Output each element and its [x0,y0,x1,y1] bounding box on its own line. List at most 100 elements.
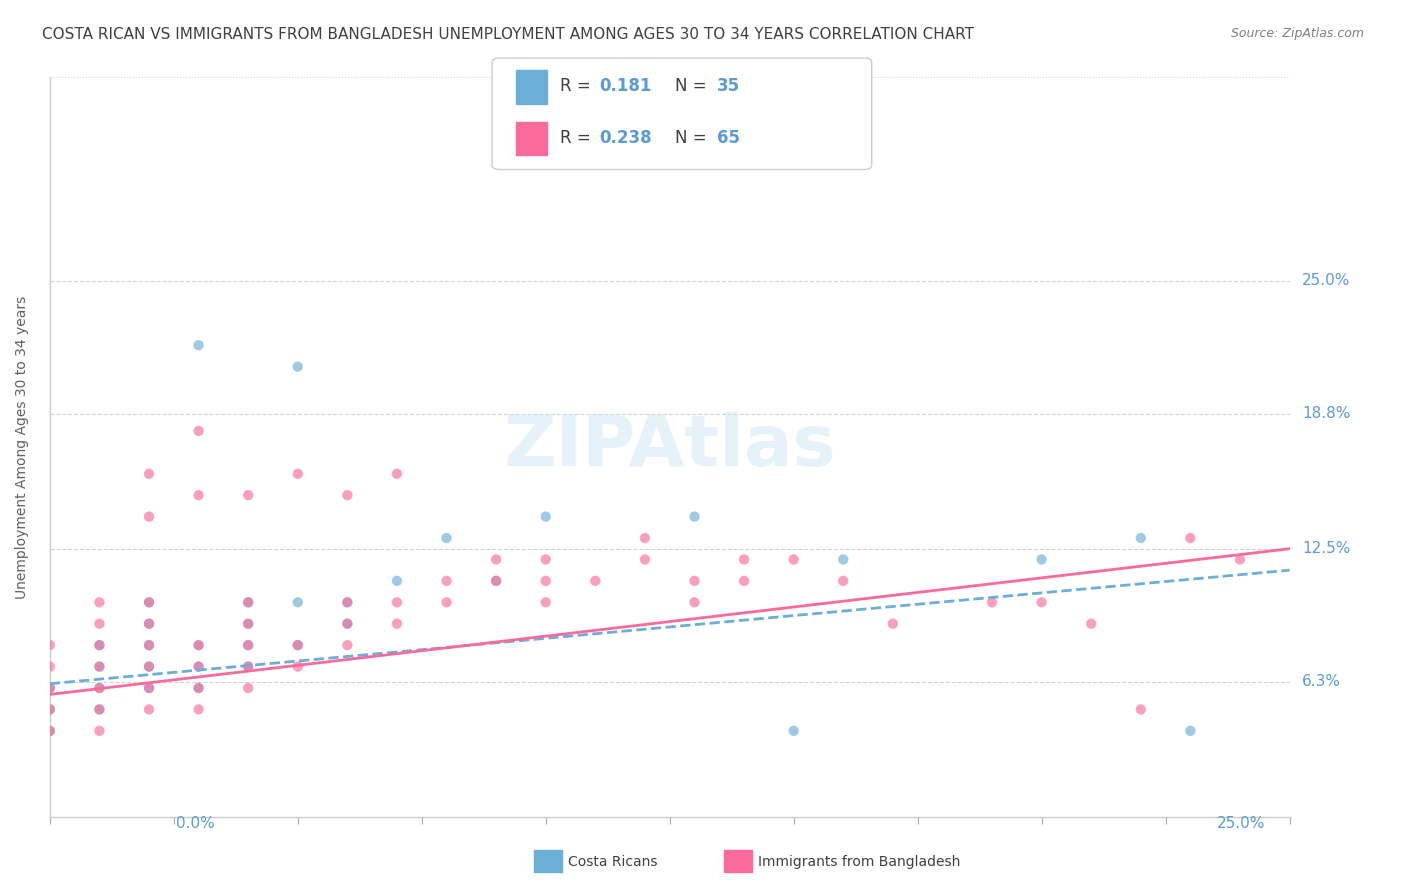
Point [1080,616,1102,631]
Point [336,616,359,631]
Point [436,531,458,545]
Point [38,702,60,716]
Point [138,659,160,673]
Point [187,488,209,502]
Point [733,552,755,566]
Point [385,574,408,588]
Point [1129,702,1152,716]
Point [534,552,557,566]
Point [138,681,160,695]
Text: 65: 65 [717,128,740,146]
Point [287,595,309,609]
Point [238,616,260,631]
Point [485,552,508,566]
Text: 18.8%: 18.8% [1302,406,1350,421]
Point [534,595,557,609]
Point [634,552,657,566]
Point [89,723,111,738]
Point [138,616,160,631]
Point [187,681,209,695]
Point [238,638,260,652]
Point [287,359,309,374]
Point [89,638,111,652]
Point [138,616,160,631]
Text: 0.238: 0.238 [599,128,651,146]
Point [138,595,160,609]
Point [534,509,557,524]
Point [187,638,209,652]
Point [138,638,160,652]
Point [634,531,657,545]
Text: R =: R = [560,128,596,146]
Point [238,659,260,673]
Point [583,574,606,588]
Point [1180,723,1202,738]
Point [336,616,359,631]
Text: 6.3%: 6.3% [1302,674,1341,690]
Point [385,595,408,609]
Point [238,595,260,609]
Point [187,338,209,352]
Point [238,638,260,652]
Point [882,616,904,631]
Point [238,595,260,609]
Point [385,616,408,631]
Point [89,681,111,695]
Point [683,595,706,609]
Point [89,659,111,673]
Point [89,595,111,609]
Text: 12.5%: 12.5% [1302,541,1350,557]
Point [385,467,408,481]
Text: Immigrants from Bangladesh: Immigrants from Bangladesh [758,855,960,869]
Point [187,659,209,673]
Text: 35: 35 [717,78,740,95]
Point [38,681,60,695]
Point [1180,531,1202,545]
Point [436,574,458,588]
Point [683,509,706,524]
Point [1129,531,1152,545]
Text: COSTA RICAN VS IMMIGRANTS FROM BANGLADESH UNEMPLOYMENT AMONG AGES 30 TO 34 YEARS: COSTA RICAN VS IMMIGRANTS FROM BANGLADES… [42,27,974,42]
Point [336,595,359,609]
Point [287,638,309,652]
Text: ZIPAtlas: ZIPAtlas [503,412,837,482]
Point [832,552,855,566]
Point [138,638,160,652]
Point [187,659,209,673]
Point [287,659,309,673]
Point [485,574,508,588]
Point [138,681,160,695]
Point [1031,595,1053,609]
Point [89,702,111,716]
Point [683,574,706,588]
Point [89,638,111,652]
Point [138,509,160,524]
Point [38,638,60,652]
Point [38,723,60,738]
Point [287,638,309,652]
Point [89,681,111,695]
Point [89,659,111,673]
Point [336,488,359,502]
Point [336,638,359,652]
Text: N =: N = [675,78,711,95]
Point [138,659,160,673]
Point [485,574,508,588]
Text: 25.0%: 25.0% [1302,274,1350,288]
Text: 25.0%: 25.0% [1218,816,1265,831]
Point [436,595,458,609]
Point [187,638,209,652]
Text: N =: N = [675,128,711,146]
Text: Source: ZipAtlas.com: Source: ZipAtlas.com [1230,27,1364,40]
Point [287,467,309,481]
Point [38,723,60,738]
Point [138,595,160,609]
Point [1031,552,1053,566]
Point [138,467,160,481]
Point [89,616,111,631]
Point [138,702,160,716]
Point [38,681,60,695]
Point [238,488,260,502]
Point [38,702,60,716]
Y-axis label: Unemployment Among Ages 30 to 34 years: Unemployment Among Ages 30 to 34 years [15,295,30,599]
